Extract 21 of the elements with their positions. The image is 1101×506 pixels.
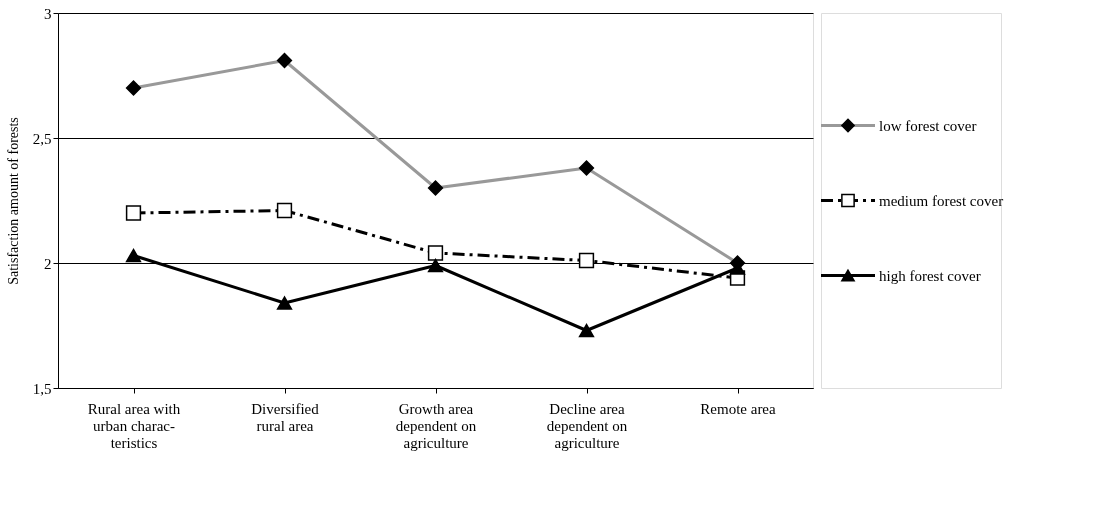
point (125, 205, 142, 221)
legend-label: medium forest cover (879, 192, 1004, 209)
point (276, 296, 293, 310)
x-tick-label: Diversified rural area (251, 400, 320, 434)
legend-label: low forest cover (879, 117, 977, 134)
y-tick-label: 2,5 (32, 130, 52, 147)
y-tick-label: 1,5 (32, 380, 52, 397)
y-tick-label: 3 (44, 5, 52, 22)
point (578, 323, 595, 338)
point (276, 202, 293, 219)
point (578, 252, 595, 269)
y-axis-title: Satisfaction amount of forests (5, 117, 21, 285)
point (427, 245, 444, 261)
point (427, 258, 444, 273)
y-tick-label: 2 (44, 255, 52, 272)
point (125, 248, 142, 263)
x-tick-label: Decline area dependent on agriculture (546, 400, 628, 451)
x-tick-label: Rural area with urban charac- teristics (87, 400, 181, 451)
x-tick-label: Growth area dependent on agriculture (395, 400, 477, 451)
x-tick-label: Remote area (700, 400, 777, 417)
legend-label: high forest cover (879, 267, 981, 284)
